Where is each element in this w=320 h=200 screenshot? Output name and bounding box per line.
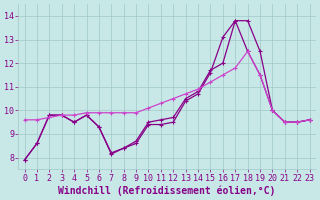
X-axis label: Windchill (Refroidissement éolien,°C): Windchill (Refroidissement éolien,°C) [58,185,276,196]
